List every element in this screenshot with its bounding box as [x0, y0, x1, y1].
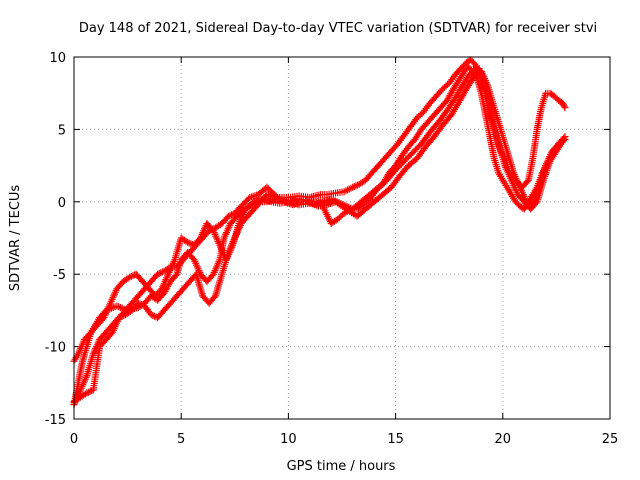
data-points	[70, 56, 569, 408]
y-tick-label: -10	[45, 341, 66, 356]
chart-title: Day 148 of 2021, Sidereal Day-to-day VTE…	[79, 21, 597, 36]
series-4	[70, 65, 567, 408]
x-tick-label: 25	[602, 432, 619, 447]
y-tick-labels: -15 -10 -5 0 5 10	[45, 51, 66, 428]
grid	[74, 57, 610, 419]
x-axis-label: GPS time / hours	[287, 459, 396, 474]
x-tick-label: 20	[495, 432, 512, 447]
series-markers	[70, 65, 569, 365]
series-3	[70, 65, 569, 365]
x-tick-label: 10	[280, 432, 297, 447]
axis-ticks	[73, 56, 611, 420]
plot-frame	[73, 56, 611, 420]
y-tick-label: -5	[53, 268, 66, 283]
x-tick-label: 15	[387, 432, 404, 447]
series-markers	[70, 65, 567, 408]
y-tick-label: -15	[45, 413, 66, 428]
x-tick-label: 5	[177, 432, 185, 447]
y-tick-label: 0	[58, 196, 66, 211]
y-tick-label: 5	[58, 123, 66, 138]
x-tick-labels: 0 5 10 15 20 25	[70, 432, 618, 447]
y-axis-label: SDTVAR / TECUs	[8, 185, 23, 292]
x-tick-label: 0	[70, 432, 78, 447]
y-tick-label: 10	[49, 51, 66, 66]
